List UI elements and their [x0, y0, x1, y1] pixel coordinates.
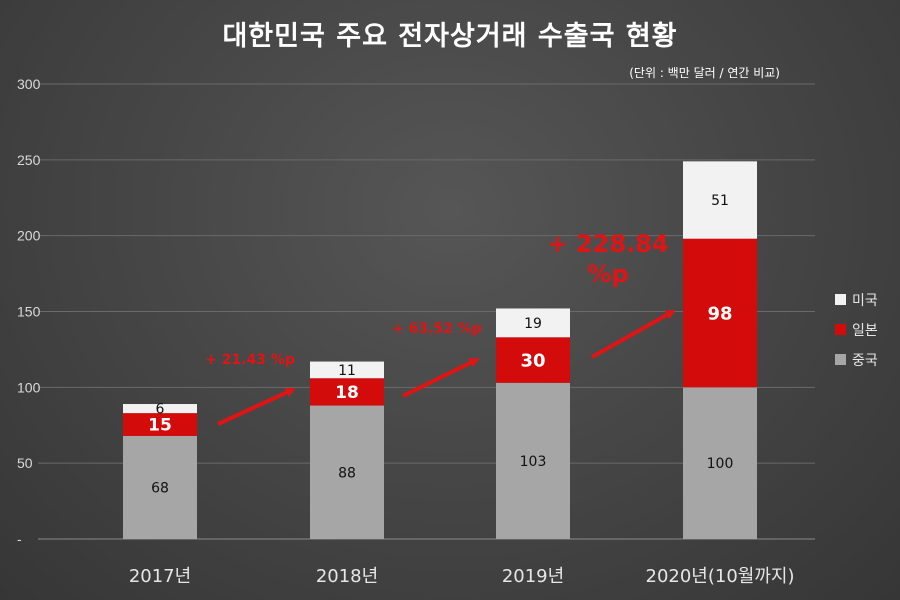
data-label: 88 — [338, 465, 356, 481]
growth-label: + 21.43 %p — [205, 352, 295, 368]
growth-arrow — [591, 310, 676, 359]
bar-segment — [496, 337, 570, 383]
x-tick-label: 2020년(10월까지) — [646, 566, 795, 587]
bar-segment — [683, 161, 757, 239]
data-label: 103 — [520, 454, 547, 470]
x-tick-label: 2018년 — [316, 566, 378, 587]
bar-segment — [496, 308, 570, 338]
y-tick-label: - — [17, 531, 22, 547]
unit-label: (단위 : 백만 달러 / 연간 비교) — [629, 66, 780, 80]
y-tick-label: 300 — [17, 76, 41, 92]
growth-label: + 228.84 — [547, 230, 668, 258]
legend-swatch — [835, 294, 846, 305]
x-tick-label: 2017년 — [129, 566, 191, 587]
bar-segment — [683, 238, 757, 388]
bar-segment — [123, 435, 197, 539]
y-tick-label: 50 — [17, 455, 33, 471]
bar-segment — [310, 378, 384, 406]
y-tick-label: 250 — [17, 152, 41, 168]
y-tick-label: 150 — [17, 304, 41, 320]
data-label: 19 — [524, 316, 542, 332]
legend-label: 일본 — [852, 323, 878, 339]
y-tick-label: 100 — [17, 379, 41, 395]
legend-label: 미국 — [852, 293, 878, 309]
data-label: 98 — [707, 303, 732, 324]
data-label: 68 — [151, 480, 169, 496]
bar-segment — [123, 404, 197, 414]
x-tick-label: 2019년 — [502, 566, 564, 587]
bar-segment — [683, 387, 757, 539]
data-label: 30 — [520, 351, 545, 372]
bar-segment — [310, 361, 384, 379]
data-label: 18 — [335, 383, 359, 403]
data-label: 6 — [156, 402, 165, 418]
growth-arrow — [402, 358, 480, 398]
growth-arrow — [217, 387, 296, 426]
data-label: 51 — [711, 193, 729, 209]
legend-swatch — [835, 324, 846, 335]
bar-segment — [123, 413, 197, 436]
data-label: 11 — [338, 363, 356, 379]
legend-swatch — [835, 354, 846, 365]
chart-title: 대한민국 주요 전자상거래 수출국 현황 — [222, 21, 678, 52]
bar-segment — [496, 382, 570, 539]
y-tick-label: 200 — [17, 228, 41, 244]
bar-segment — [310, 405, 384, 539]
growth-label: + 63.52 %p — [392, 321, 482, 337]
data-label: 15 — [148, 416, 172, 436]
data-label: 100 — [707, 456, 734, 472]
legend-label: 중국 — [852, 353, 878, 369]
growth-label: %p — [587, 260, 628, 288]
